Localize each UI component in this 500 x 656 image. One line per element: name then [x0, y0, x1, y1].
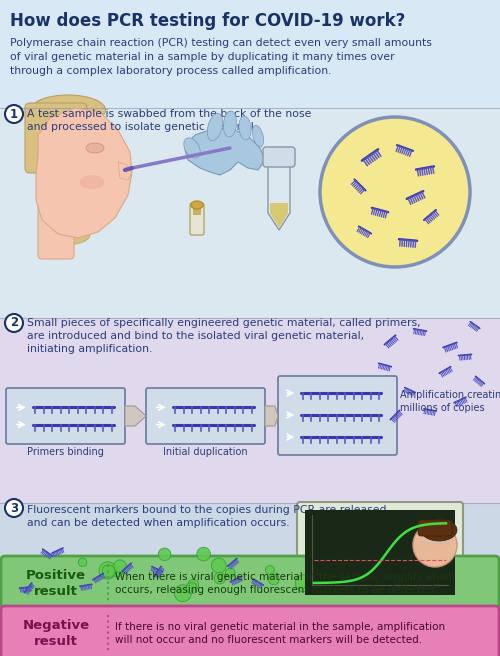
Circle shape: [320, 117, 470, 267]
Bar: [305, 510, 455, 595]
Text: Initial duplication: Initial duplication: [163, 447, 248, 457]
Circle shape: [214, 572, 226, 584]
Ellipse shape: [224, 111, 236, 137]
Text: Negative
result: Negative result: [22, 619, 90, 648]
Polygon shape: [125, 406, 146, 426]
Polygon shape: [268, 164, 290, 230]
FancyBboxPatch shape: [263, 147, 295, 167]
Circle shape: [188, 579, 198, 590]
Text: When there is viral genetic material in the sample, amplification
occurs, releas: When there is viral genetic material in …: [115, 572, 452, 595]
Circle shape: [78, 558, 87, 567]
Polygon shape: [265, 406, 278, 426]
Polygon shape: [400, 555, 465, 610]
Ellipse shape: [239, 116, 251, 140]
Ellipse shape: [191, 201, 203, 209]
Ellipse shape: [252, 125, 264, 147]
Circle shape: [186, 583, 197, 594]
Text: 3: 3: [10, 501, 18, 514]
Bar: [0, 503, 500, 563]
Circle shape: [413, 523, 457, 567]
Text: A test sample is swabbed from the back of the nose
and processed to isolate gene: A test sample is swabbed from the back o…: [27, 109, 312, 133]
FancyBboxPatch shape: [418, 520, 452, 536]
Circle shape: [5, 499, 23, 517]
Text: 2: 2: [10, 316, 18, 329]
Circle shape: [197, 547, 210, 561]
FancyBboxPatch shape: [278, 376, 397, 455]
Bar: [0, 318, 500, 503]
Circle shape: [5, 314, 23, 332]
Polygon shape: [185, 128, 265, 175]
Ellipse shape: [208, 113, 222, 140]
FancyBboxPatch shape: [1, 606, 499, 656]
FancyBboxPatch shape: [1, 556, 499, 611]
Text: Amplification creating
millions of copies: Amplification creating millions of copie…: [400, 390, 500, 413]
Bar: [0, 0, 500, 108]
Circle shape: [5, 105, 23, 123]
Circle shape: [158, 548, 171, 561]
Circle shape: [266, 565, 274, 575]
Text: Polymerase chain reaction (PCR) testing can detect even very small amounts
of vi: Polymerase chain reaction (PCR) testing …: [10, 38, 432, 76]
FancyBboxPatch shape: [25, 103, 87, 173]
Bar: [193, 205, 201, 215]
Circle shape: [226, 568, 235, 577]
Bar: [0, 108, 500, 318]
FancyBboxPatch shape: [190, 203, 204, 235]
Circle shape: [102, 565, 115, 578]
Circle shape: [174, 584, 192, 602]
Text: Positive
result: Positive result: [26, 569, 86, 598]
Text: Primers binding: Primers binding: [27, 447, 104, 457]
Circle shape: [295, 575, 312, 592]
Circle shape: [268, 574, 279, 584]
Ellipse shape: [40, 225, 90, 245]
FancyBboxPatch shape: [297, 502, 463, 603]
Bar: [0, 503, 500, 563]
Circle shape: [212, 558, 226, 573]
Text: Fluorescent markers bound to the copies during PCR are released
and can be detec: Fluorescent markers bound to the copies …: [27, 505, 386, 528]
Bar: [0, 503, 500, 560]
Circle shape: [112, 566, 123, 577]
Ellipse shape: [86, 143, 104, 153]
FancyBboxPatch shape: [6, 388, 125, 444]
FancyBboxPatch shape: [38, 196, 74, 259]
Text: 1: 1: [10, 108, 18, 121]
Text: How does PCR testing for COVID-19 work?: How does PCR testing for COVID-19 work?: [10, 12, 406, 30]
Ellipse shape: [80, 175, 104, 189]
Polygon shape: [36, 108, 132, 238]
Polygon shape: [118, 162, 132, 180]
Polygon shape: [270, 203, 288, 228]
Ellipse shape: [184, 138, 200, 158]
Ellipse shape: [30, 95, 106, 125]
Circle shape: [99, 562, 116, 579]
Circle shape: [114, 560, 126, 573]
Ellipse shape: [421, 519, 457, 541]
FancyBboxPatch shape: [146, 388, 265, 444]
Text: If there is no viral genetic material in the sample, amplification
will not occu: If there is no viral genetic material in…: [115, 622, 445, 645]
Text: Small pieces of specifically engineered genetic material, called primers,
are in: Small pieces of specifically engineered …: [27, 318, 420, 354]
